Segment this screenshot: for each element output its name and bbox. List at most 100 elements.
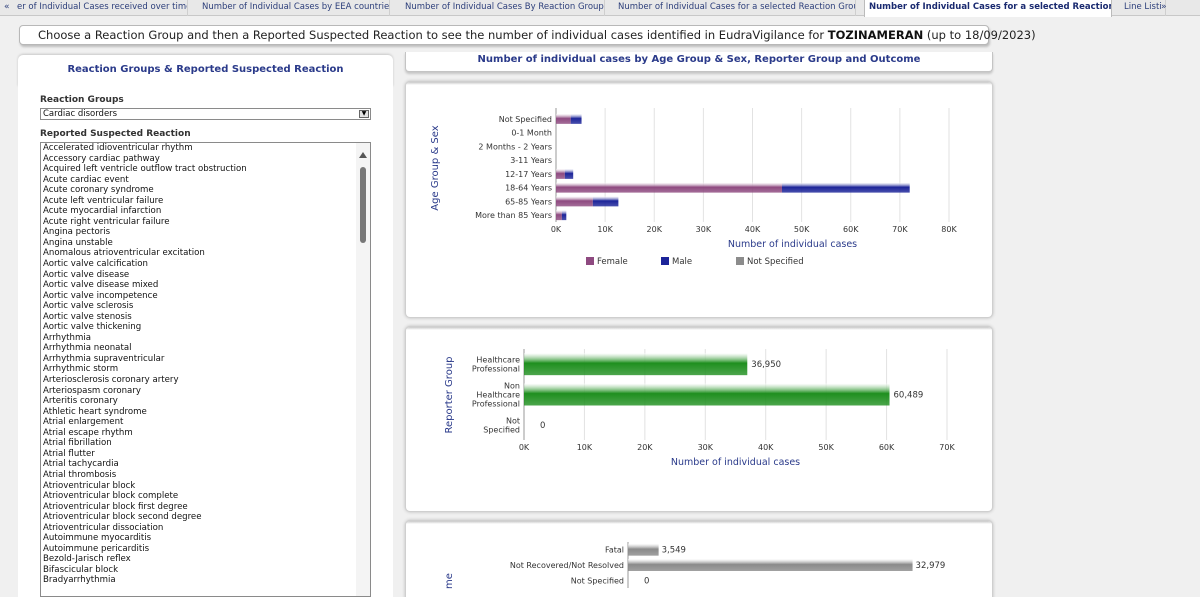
reaction-list-item[interactable]: Aortic valve disease mixed	[43, 280, 159, 291]
reaction-list-item[interactable]: Acute left ventricular failure	[43, 195, 164, 206]
reaction-group-select[interactable]: Cardiac disorders ▼	[40, 108, 371, 120]
x-tick-label: 70K	[939, 443, 955, 452]
x-tick-label: 30K	[698, 443, 714, 452]
scroll-up-icon[interactable]	[359, 152, 367, 158]
reaction-list-item[interactable]: Angina unstable	[43, 237, 113, 248]
reaction-listbox[interactable]: Accelerated idioventricular rhythm Access…	[40, 142, 371, 597]
tab-line-listing[interactable]: Line Listi	[1120, 0, 1166, 16]
scroll-thumb[interactable]	[360, 167, 366, 243]
reaction-list-item[interactable]: Bifascicular block	[43, 564, 119, 575]
reaction-list-item[interactable]: Atrial escape rhythm	[43, 427, 133, 438]
data-label: 3,549	[662, 546, 686, 556]
reaction-list-item[interactable]: Anomalous atrioventricular excitation	[43, 248, 205, 259]
reaction-list-item[interactable]: Arrhythmic storm	[43, 364, 119, 375]
reaction-list-item[interactable]: Aortic valve calcification	[43, 259, 148, 270]
x-tick-label: 20K	[647, 225, 663, 234]
tab-cases-by-reaction-groups[interactable]: Number of Individual Cases By Reaction G…	[401, 0, 605, 16]
tab-cases-by-eea-countries[interactable]: Number of Individual Cases by EEA countr…	[198, 0, 390, 16]
reaction-list-item[interactable]: Bezold-Jarisch reflex	[43, 554, 131, 565]
reaction-list: Accelerated idioventricular rhythm Access…	[41, 143, 370, 586]
x-tick-label: 30K	[696, 225, 712, 234]
data-label: 0	[644, 576, 649, 586]
bar-female	[556, 113, 571, 124]
reaction-list-item[interactable]: Accessory cardiac pathway	[43, 153, 160, 164]
x-tick-label: 0K	[519, 443, 530, 452]
bar-female	[556, 168, 565, 179]
category-label: Not Specified	[499, 115, 552, 124]
reaction-list-item[interactable]: Aortic valve incompetence	[43, 290, 158, 301]
tab-scroll-right-icon[interactable]: »	[1161, 2, 1167, 12]
tab-cases-over-time[interactable]: er of Individual Cases received over tim…	[13, 0, 188, 16]
reaction-list-item[interactable]: Atrial flutter	[43, 448, 95, 459]
tab-cases-selected-reaction[interactable]: Number of Individual Cases for a selecte…	[864, 0, 1112, 17]
reaction-list-item[interactable]: Arrhythmia neonatal	[43, 343, 132, 354]
reaction-list-item[interactable]: Acute cardiac event	[43, 174, 129, 185]
left-panel: Reaction Groups Cardiac disorders ▼ Repo…	[18, 87, 393, 597]
header-text: Choose a Reaction Group and then a Repor…	[38, 28, 825, 42]
header-drug-name: TOZINAMERAN	[827, 28, 924, 42]
reaction-list-item[interactable]: Aortic valve sclerosis	[43, 301, 134, 312]
reaction-list-item[interactable]: Atrial thrombosis	[43, 469, 117, 480]
category-label: 12-17 Years	[505, 170, 552, 179]
x-tick-label: 50K	[818, 443, 834, 452]
reaction-list-item[interactable]: Atrioventricular block	[43, 480, 136, 491]
reaction-list-item[interactable]: Atrioventricular block second degree	[43, 512, 202, 523]
dropdown-arrow-icon[interactable]: ▼	[359, 110, 369, 118]
x-axis-title: Number of individual cases	[671, 457, 800, 468]
reaction-list-item[interactable]: Autoimmune myocarditis	[43, 533, 152, 544]
reaction-list-item[interactable]: Atrioventricular dissociation	[43, 522, 164, 533]
data-label: 32,979	[916, 561, 946, 571]
reaction-list-item[interactable]: Atrioventricular block complete	[43, 491, 179, 502]
reaction-list-item[interactable]: Aortic valve disease	[43, 269, 130, 280]
data-label: 36,950	[751, 360, 781, 370]
reaction-list-item[interactable]: Angina pectoris	[43, 227, 111, 238]
legend-swatch	[661, 257, 669, 265]
reaction-list-item[interactable]: Atrioventricular block first degree	[43, 501, 188, 512]
category-label: Non Healthcare Professional	[472, 382, 520, 409]
reaction-list-item[interactable]: Arteritis coronary	[43, 396, 118, 407]
outcome-chart: Fatal 3,549 Not Recovered/Not Resolved 32,9…	[444, 542, 946, 589]
header-date: (up to 18/09/2023)	[926, 28, 1036, 42]
tab-bar: « er of Individual Cases received over t…	[0, 0, 1200, 17]
reaction-list-item[interactable]: Aortic valve stenosis	[43, 311, 132, 322]
reaction-list-item[interactable]: Acute right ventricular failure	[43, 216, 170, 227]
x-tick-label: 70K	[892, 225, 908, 234]
reaction-list-item[interactable]: Acute myocardial infarction	[43, 206, 162, 217]
category-label: 18-64 Years	[505, 184, 552, 193]
reaction-list-item[interactable]: Arrhythmia	[43, 332, 92, 343]
reaction-list-item[interactable]: Acute coronary syndrome	[43, 185, 154, 196]
reaction-list-item[interactable]: Accelerated idioventricular rhythm	[43, 143, 193, 153]
x-tick-label: 10K	[577, 443, 593, 452]
reaction-list-item[interactable]: Bradyarrhythmia	[43, 575, 116, 586]
category-label: 3-11 Years	[510, 156, 552, 165]
x-tick-label: 0K	[551, 225, 562, 234]
reporter-bar	[524, 383, 890, 406]
legend-label: Male	[672, 257, 692, 267]
reaction-list-item[interactable]: Arteriospasm coronary	[43, 385, 141, 396]
reaction-list-item[interactable]: Arrhythmia supraventricular	[43, 353, 165, 364]
data-label: 0	[540, 421, 545, 431]
tab-scroll-left-icon[interactable]: «	[4, 2, 10, 12]
bar-male	[592, 196, 619, 207]
tab-cases-selected-reaction-group[interactable]: Number of Individual Cases for a selecte…	[614, 0, 856, 16]
reaction-list-item[interactable]: Acquired left ventricle outflow tract ob…	[43, 164, 247, 175]
bar-female	[556, 182, 782, 193]
bar-male	[564, 168, 574, 179]
reaction-list-item[interactable]: Atrial enlargement	[43, 417, 124, 428]
data-label: 60,489	[894, 391, 924, 401]
reaction-list-item[interactable]: Arteriosclerosis coronary artery	[43, 375, 179, 386]
reaction-list-item[interactable]: Atrial tachycardia	[43, 459, 119, 470]
reaction-list-item[interactable]: Aortic valve thickening	[43, 322, 142, 333]
category-label: Not Recovered/Not Resolved	[510, 561, 624, 570]
outcome-chart-panel: Fatal 3,549 Not Recovered/Not Resolved 32,9…	[405, 520, 993, 597]
bar-male	[561, 210, 567, 221]
reaction-list-item[interactable]: Atrial fibrillation	[43, 438, 112, 449]
reaction-group-selected: Cardiac disorders	[43, 109, 118, 119]
x-tick-label: 80K	[941, 225, 957, 234]
legend-label: Female	[597, 257, 628, 267]
reaction-list-item[interactable]: Autoimmune pericarditis	[43, 543, 150, 554]
reaction-list-item[interactable]: Athletic heart syndrome	[43, 406, 147, 417]
category-label: Fatal	[605, 546, 624, 555]
listbox-scrollbar[interactable]	[356, 143, 370, 596]
bar-male	[781, 182, 910, 193]
